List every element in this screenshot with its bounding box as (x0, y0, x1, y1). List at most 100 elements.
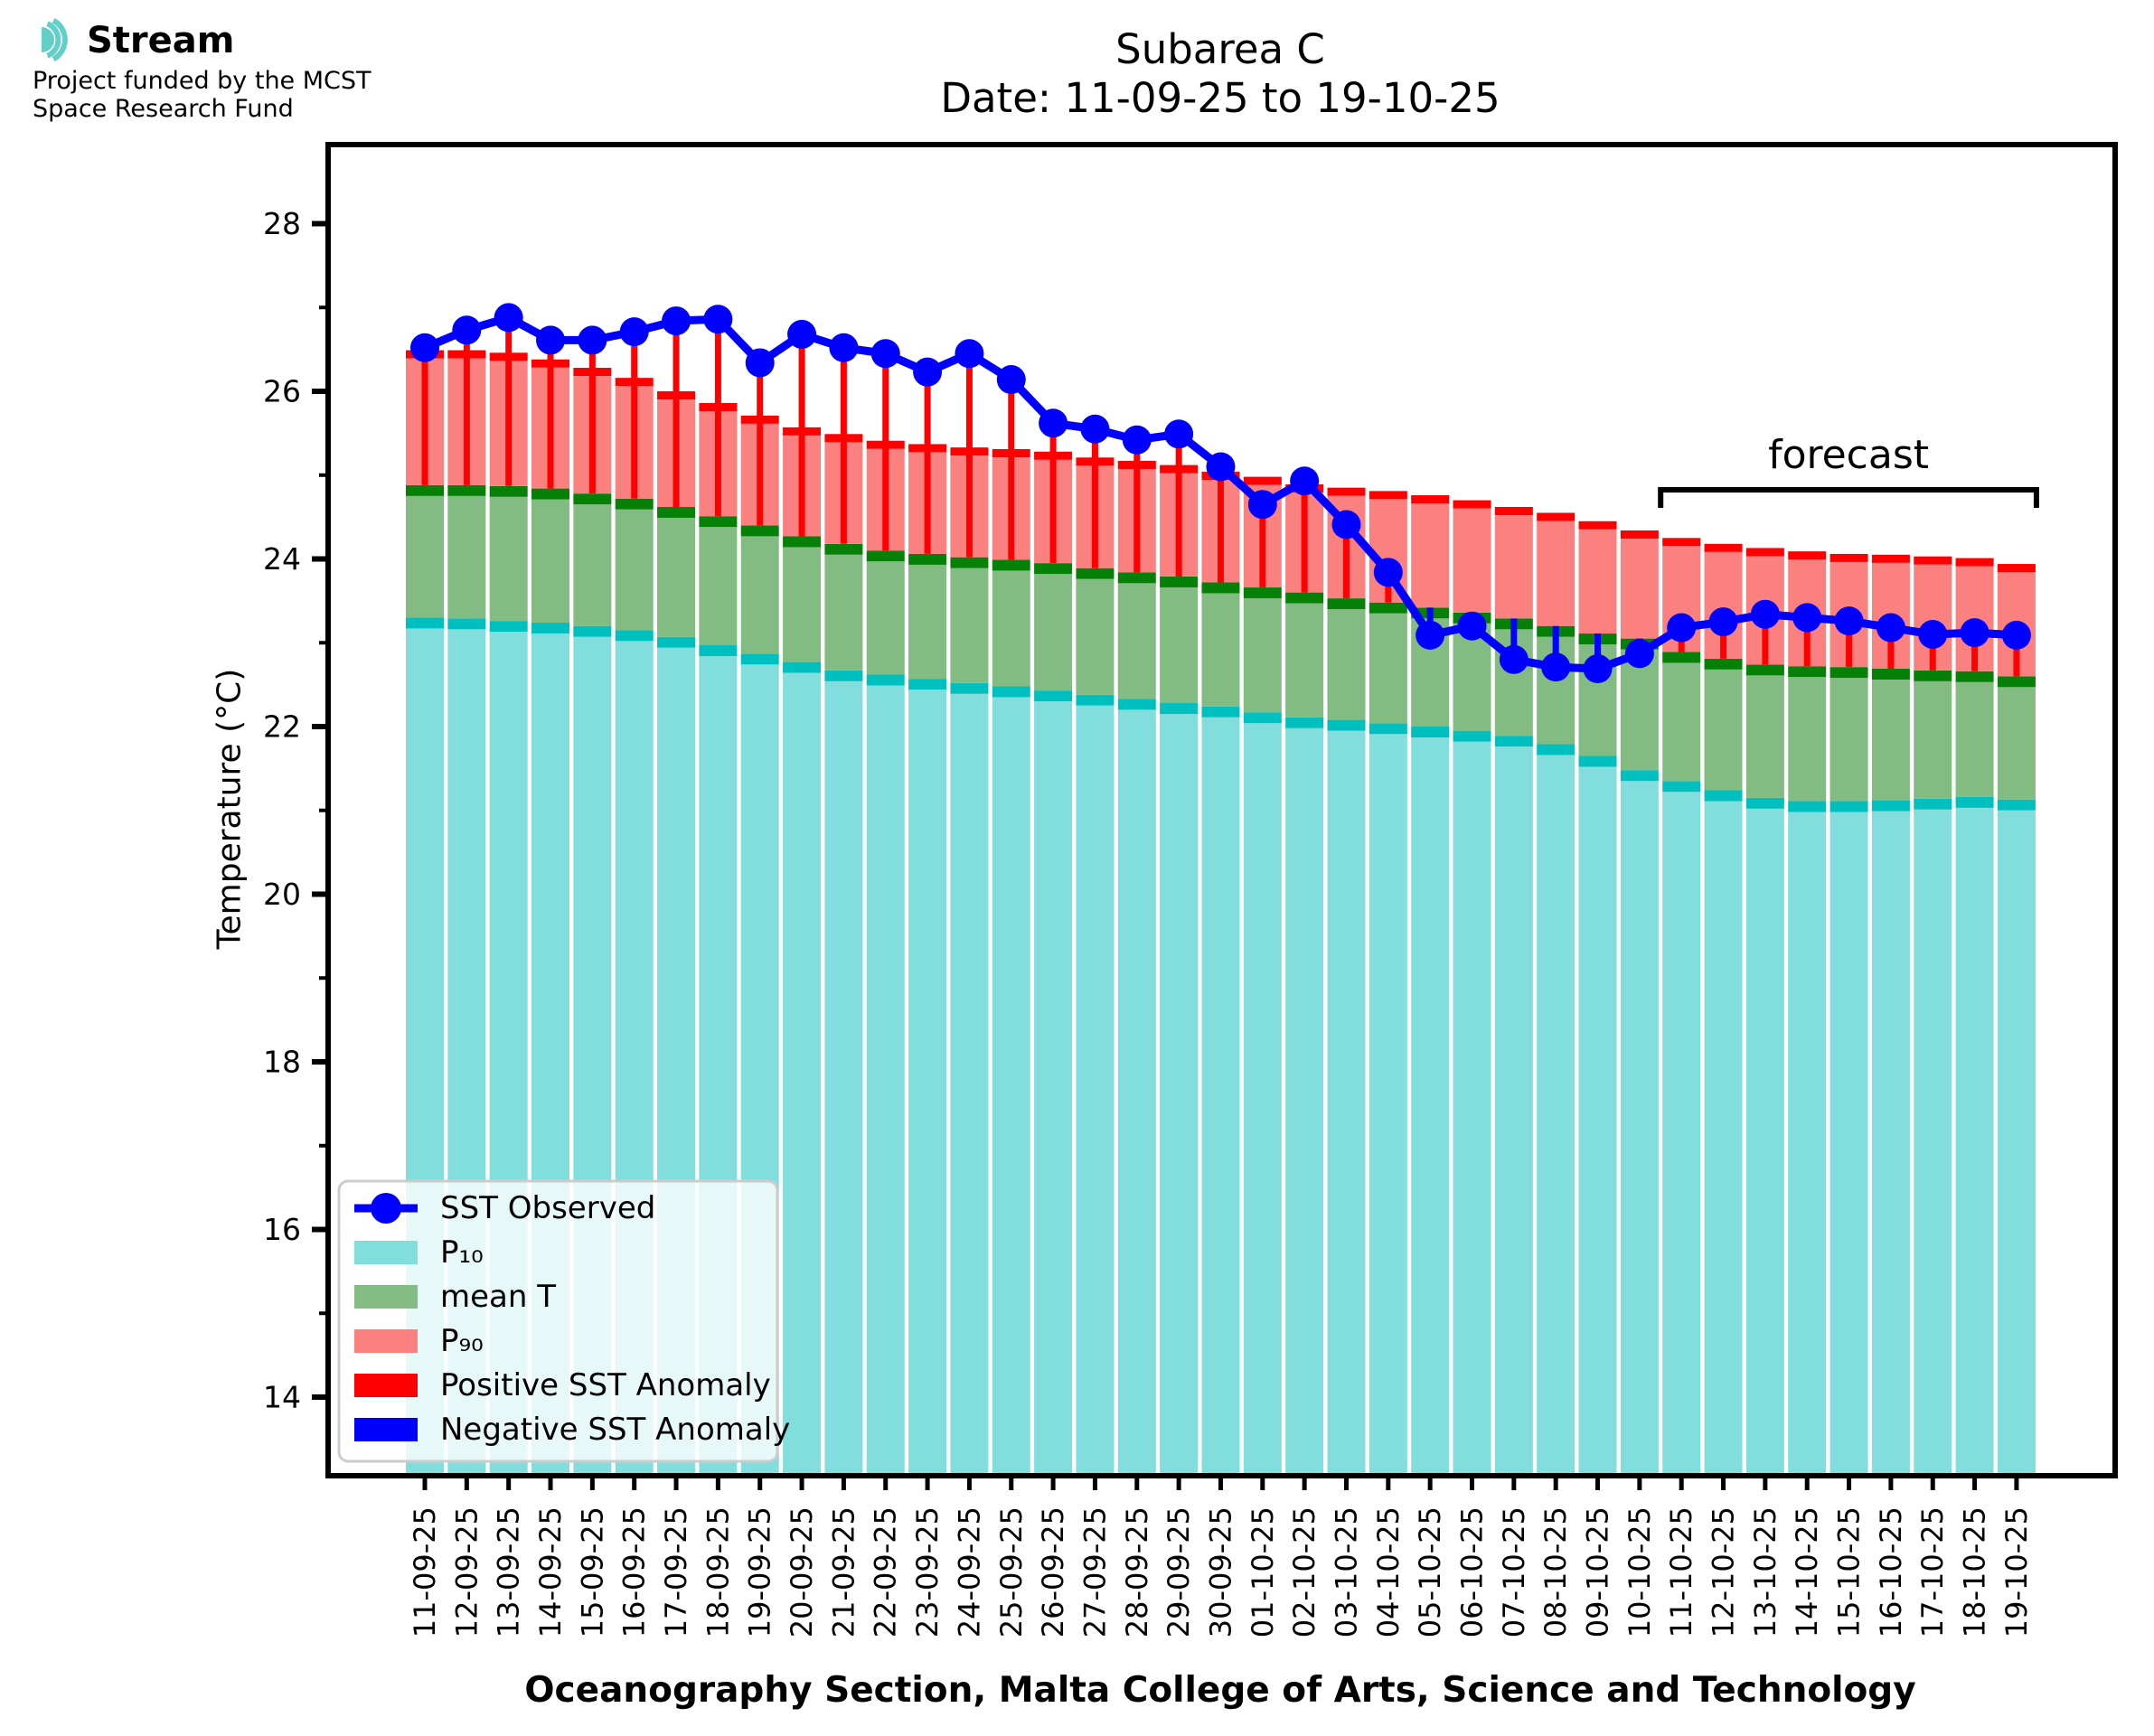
chart-title: Subarea C Date: 11-09-25 to 19-10-25 (325, 25, 2115, 123)
p10-bar (1578, 766, 1617, 1476)
sst-observed-dot (1960, 618, 1989, 648)
p10-bar-cap (1243, 712, 1282, 724)
p10-bar-cap (1160, 703, 1199, 715)
mean-bar (1620, 649, 1659, 771)
x-tick-label: 02-10-25 (1287, 1506, 1322, 1637)
x-axis-title: Oceanography Section, Malta College of A… (524, 1670, 1916, 1711)
mean-bar (1369, 613, 1407, 724)
mean-bar-cap (1704, 658, 1743, 670)
sst-observed-dot (1834, 606, 1864, 636)
x-tick-label: 13-09-25 (492, 1506, 526, 1637)
p90-bar (1411, 503, 1450, 608)
x-tick-label: 20-09-25 (785, 1506, 819, 1637)
mean-bar (824, 554, 863, 671)
mean-bar-cap (783, 536, 822, 548)
x-tick-label: 27-09-25 (1077, 1506, 1112, 1637)
p10-bar-cap (950, 682, 989, 694)
p10-bar-cap (1453, 730, 1491, 742)
p90-bar-cap (1997, 564, 2036, 573)
mean-bar-cap (992, 559, 1030, 571)
x-tick-label: 25-09-25 (994, 1506, 1029, 1637)
p10-bar-cap (1662, 781, 1701, 793)
mean-bar-cap (740, 525, 779, 537)
mean-bar (950, 568, 989, 683)
x-tick-label: 06-10-25 (1455, 1506, 1490, 1637)
p10-bar-cap (1997, 799, 2036, 811)
p10-bar-cap (740, 653, 779, 665)
x-tick-label: 26-09-25 (1036, 1506, 1070, 1637)
p10-bar (1871, 811, 1910, 1476)
forecast-label: forecast (1768, 432, 1929, 478)
p10-bar (1494, 746, 1533, 1476)
x-tick-label: 18-09-25 (701, 1506, 735, 1637)
mean-bar-cap (1829, 667, 1868, 679)
p10-bar (1453, 741, 1491, 1476)
mean-bar-cap (573, 493, 612, 505)
p90-bar (1537, 521, 1576, 626)
mean-bar (1871, 680, 1910, 801)
p10-bar-cap (1704, 790, 1743, 802)
sst-observed-dot (1247, 490, 1277, 520)
p10-bar (783, 672, 822, 1476)
y-tick-label: 26 (263, 374, 301, 409)
p10-bar-cap (1955, 796, 1994, 808)
p10-bar-cap (1788, 801, 1827, 812)
legend-dot-swatch (371, 1193, 401, 1224)
sst-observed-dot (662, 306, 691, 336)
sst-observed-dot (870, 339, 900, 369)
x-tick-label: 19-10-25 (1999, 1506, 2034, 1637)
p10-bar-cap (1537, 744, 1576, 755)
legend-patch-swatch (354, 1418, 418, 1441)
mean-bar (1829, 678, 1868, 802)
legend-patch-swatch (354, 1329, 418, 1353)
mean-bar (1117, 583, 1156, 699)
mean-bar-cap (1997, 676, 2036, 688)
mean-bar (1914, 680, 1952, 799)
p10-bar (1704, 801, 1743, 1476)
p10-bar-cap (1117, 699, 1156, 710)
p10-bar (1117, 709, 1156, 1476)
p90-bar-cap (1369, 491, 1407, 500)
legend-box (337, 1179, 779, 1463)
mean-bar-cap (1117, 572, 1156, 584)
mean-bar (908, 564, 947, 680)
p10-bar (1369, 734, 1407, 1476)
x-tick-label: 09-10-25 (1581, 1506, 1615, 1637)
p10-bar (1745, 808, 1784, 1476)
p90-bar (1453, 508, 1491, 613)
mean-bar (1662, 662, 1701, 782)
sst-observed-dot (955, 339, 984, 369)
p10-bar-cap (1745, 797, 1784, 809)
mean-bar (699, 527, 738, 646)
sst-observed-dot (494, 303, 523, 333)
logo-text: Stream (87, 20, 235, 61)
sst-observed-dot (745, 348, 775, 378)
x-tick-label: 12-09-25 (449, 1506, 484, 1637)
mean-bar-cap (1369, 602, 1407, 614)
p10-bar (950, 693, 989, 1476)
p10-bar (1829, 812, 1868, 1476)
sst-observed-dot (452, 315, 482, 345)
x-tick-label: 05-10-25 (1413, 1506, 1447, 1637)
p10-bar-cap (1076, 694, 1115, 706)
p10-bar (1788, 812, 1827, 1476)
mean-bar-cap (824, 543, 863, 555)
mean-bar (615, 509, 654, 631)
x-tick-label: 11-09-25 (408, 1506, 442, 1637)
p10-bar (1327, 730, 1366, 1476)
x-tick-label: 07-10-25 (1497, 1506, 1531, 1637)
p10-bar (1955, 807, 1994, 1476)
p10-bar-cap (489, 621, 528, 633)
sst-observed-dot (1667, 613, 1697, 643)
x-tick-label: 29-09-25 (1162, 1506, 1196, 1637)
x-tick-label: 24-09-25 (952, 1506, 986, 1637)
legend-label: Negative SST Anomaly (440, 1412, 790, 1448)
p10-bar (1160, 714, 1199, 1476)
sst-observed-dot (1541, 652, 1571, 682)
sst-observed-dot (1290, 466, 1320, 496)
p10-bar-cap (406, 617, 444, 629)
x-tick-label: 11-10-25 (1664, 1506, 1698, 1637)
mean-bar (1160, 586, 1199, 704)
mean-bar-cap (531, 488, 570, 500)
p10-bar-cap (1829, 801, 1868, 812)
